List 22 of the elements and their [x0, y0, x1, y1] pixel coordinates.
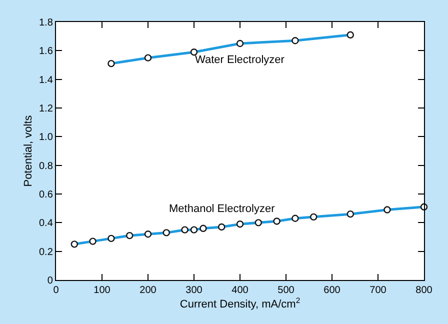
series-label: Methanol Electrolyzer — [169, 203, 276, 215]
x-tick-label: 400 — [232, 285, 249, 296]
x-tick-label: 200 — [140, 285, 157, 296]
y-tick-label: 0.2 — [38, 246, 54, 258]
y-axis-title: Potential, volts — [22, 114, 35, 187]
y-tick-label: 1.4 — [38, 74, 54, 86]
x-tick-label: 800 — [416, 285, 433, 296]
y-tick-label: 0.8 — [38, 160, 54, 172]
x-tick-label: 100 — [94, 285, 111, 296]
x-tick-label: 500 — [278, 285, 295, 296]
y-tick-label: 1.2 — [38, 104, 54, 114]
x-axis-title: Current Density, mA/cm$^{2}$ — [180, 296, 300, 311]
y-tick-label: 1.6 — [38, 46, 54, 58]
x-tick-label: 600 — [324, 285, 341, 296]
x-tick-label: 700 — [370, 285, 387, 296]
y-tick-label: 0.6 — [38, 190, 54, 200]
y-tick-label: 1.0 — [38, 132, 54, 144]
y-tick-label: 0 — [47, 276, 54, 286]
series-label: Water Electrolyzer — [195, 54, 285, 66]
y-tick-label: 1.8 — [38, 18, 54, 28]
x-tick-label: 300 — [186, 285, 203, 296]
y-tick-label: 0.4 — [38, 218, 54, 230]
